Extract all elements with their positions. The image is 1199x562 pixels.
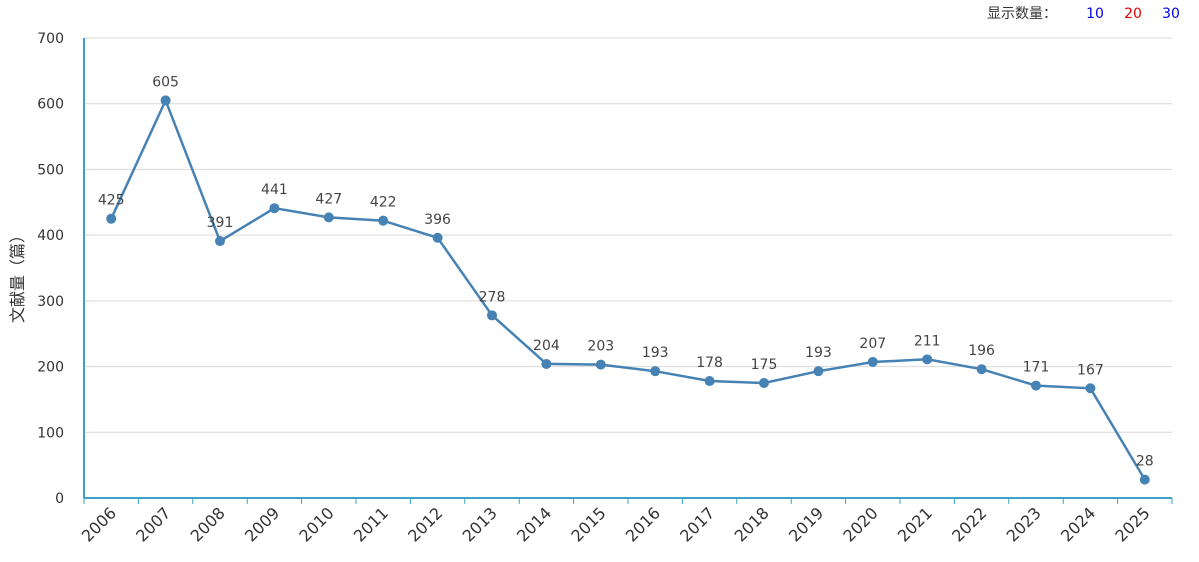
x-tick-label: 2014 xyxy=(513,503,555,545)
data-label: 278 xyxy=(479,289,506,305)
data-label: 211 xyxy=(914,333,941,349)
data-label: 441 xyxy=(261,182,288,198)
data-point[interactable] xyxy=(759,378,769,388)
x-tick-label: 2017 xyxy=(676,503,718,545)
data-point[interactable] xyxy=(1031,380,1041,391)
x-tick-label: 2018 xyxy=(731,503,773,545)
data-label: 605 xyxy=(152,74,179,90)
data-point[interactable] xyxy=(867,356,878,367)
x-tick-label: 2023 xyxy=(1003,503,1045,545)
y-tick-label: 500 xyxy=(37,162,64,178)
x-tick-label: 2012 xyxy=(404,503,446,545)
y-tick-label: 400 xyxy=(37,228,64,244)
data-point[interactable] xyxy=(595,359,606,370)
x-tick-label: 2024 xyxy=(1057,503,1099,545)
x-tick-label: 2020 xyxy=(839,503,881,545)
x-tick-label: 2015 xyxy=(567,503,609,545)
data-point[interactable] xyxy=(1139,474,1150,485)
y-tick-label: 200 xyxy=(37,360,64,376)
data-label: 204 xyxy=(533,338,560,354)
data-point[interactable] xyxy=(487,310,497,321)
data-label: 422 xyxy=(370,195,397,211)
data-point[interactable] xyxy=(432,232,443,243)
data-label: 427 xyxy=(315,191,342,207)
y-axis-title: 文献量（篇） xyxy=(8,227,27,323)
display-count-option-10[interactable]: 10 xyxy=(1086,6,1104,22)
x-tick-label: 2007 xyxy=(132,503,174,545)
data-label: 391 xyxy=(207,215,234,231)
data-label: 193 xyxy=(805,345,832,361)
x-tick-label: 2021 xyxy=(894,503,936,545)
data-point[interactable] xyxy=(160,95,171,106)
data-label: 193 xyxy=(642,345,669,361)
data-point[interactable] xyxy=(704,376,715,387)
x-tick-label: 2008 xyxy=(187,503,229,545)
x-tick-label: 2006 xyxy=(78,503,120,545)
data-label: 28 xyxy=(1136,454,1154,470)
data-label: 167 xyxy=(1077,362,1104,378)
series-line xyxy=(110,97,1146,481)
data-point[interactable] xyxy=(269,203,280,214)
x-tick-label: 2019 xyxy=(785,503,827,545)
data-point[interactable] xyxy=(378,215,389,226)
display-count-option-20[interactable]: 20 xyxy=(1124,6,1142,22)
y-tick-label: 100 xyxy=(37,425,64,441)
data-label: 171 xyxy=(1023,360,1050,376)
display-count-bar: 显示数量： 10 20 30 xyxy=(987,3,1185,23)
data-label: 175 xyxy=(751,357,778,373)
x-tick-label: 2009 xyxy=(241,503,283,545)
x-tick-label: 2011 xyxy=(350,503,392,545)
data-point[interactable] xyxy=(650,366,661,377)
x-tick-label: 2025 xyxy=(1111,503,1153,545)
display-count-option-30[interactable]: 30 xyxy=(1162,6,1180,22)
display-count-label: 显示数量： xyxy=(987,6,1057,22)
x-tick-label: 2013 xyxy=(459,503,501,545)
data-label: 196 xyxy=(968,343,995,359)
data-point[interactable] xyxy=(976,364,987,375)
data-point[interactable] xyxy=(813,366,824,377)
data-label: 425 xyxy=(98,193,125,209)
data-point[interactable] xyxy=(106,213,117,224)
data-label: 396 xyxy=(424,212,451,228)
y-tick-label: 0 xyxy=(55,491,64,507)
x-tick-label: 2016 xyxy=(622,503,664,545)
data-point[interactable] xyxy=(541,358,552,369)
y-tick-label: 600 xyxy=(37,97,64,113)
data-point[interactable] xyxy=(215,236,225,247)
data-label: 207 xyxy=(859,336,886,352)
x-tick-label: 2022 xyxy=(948,503,990,545)
data-label: 203 xyxy=(587,339,614,355)
data-point[interactable] xyxy=(323,212,334,223)
data-point[interactable] xyxy=(922,354,933,365)
x-tick-label: 2010 xyxy=(295,503,337,545)
y-tick-label: 300 xyxy=(37,294,64,310)
y-tick-label: 700 xyxy=(37,31,64,47)
data-label: 178 xyxy=(696,355,723,371)
data-point[interactable] xyxy=(1085,383,1096,394)
